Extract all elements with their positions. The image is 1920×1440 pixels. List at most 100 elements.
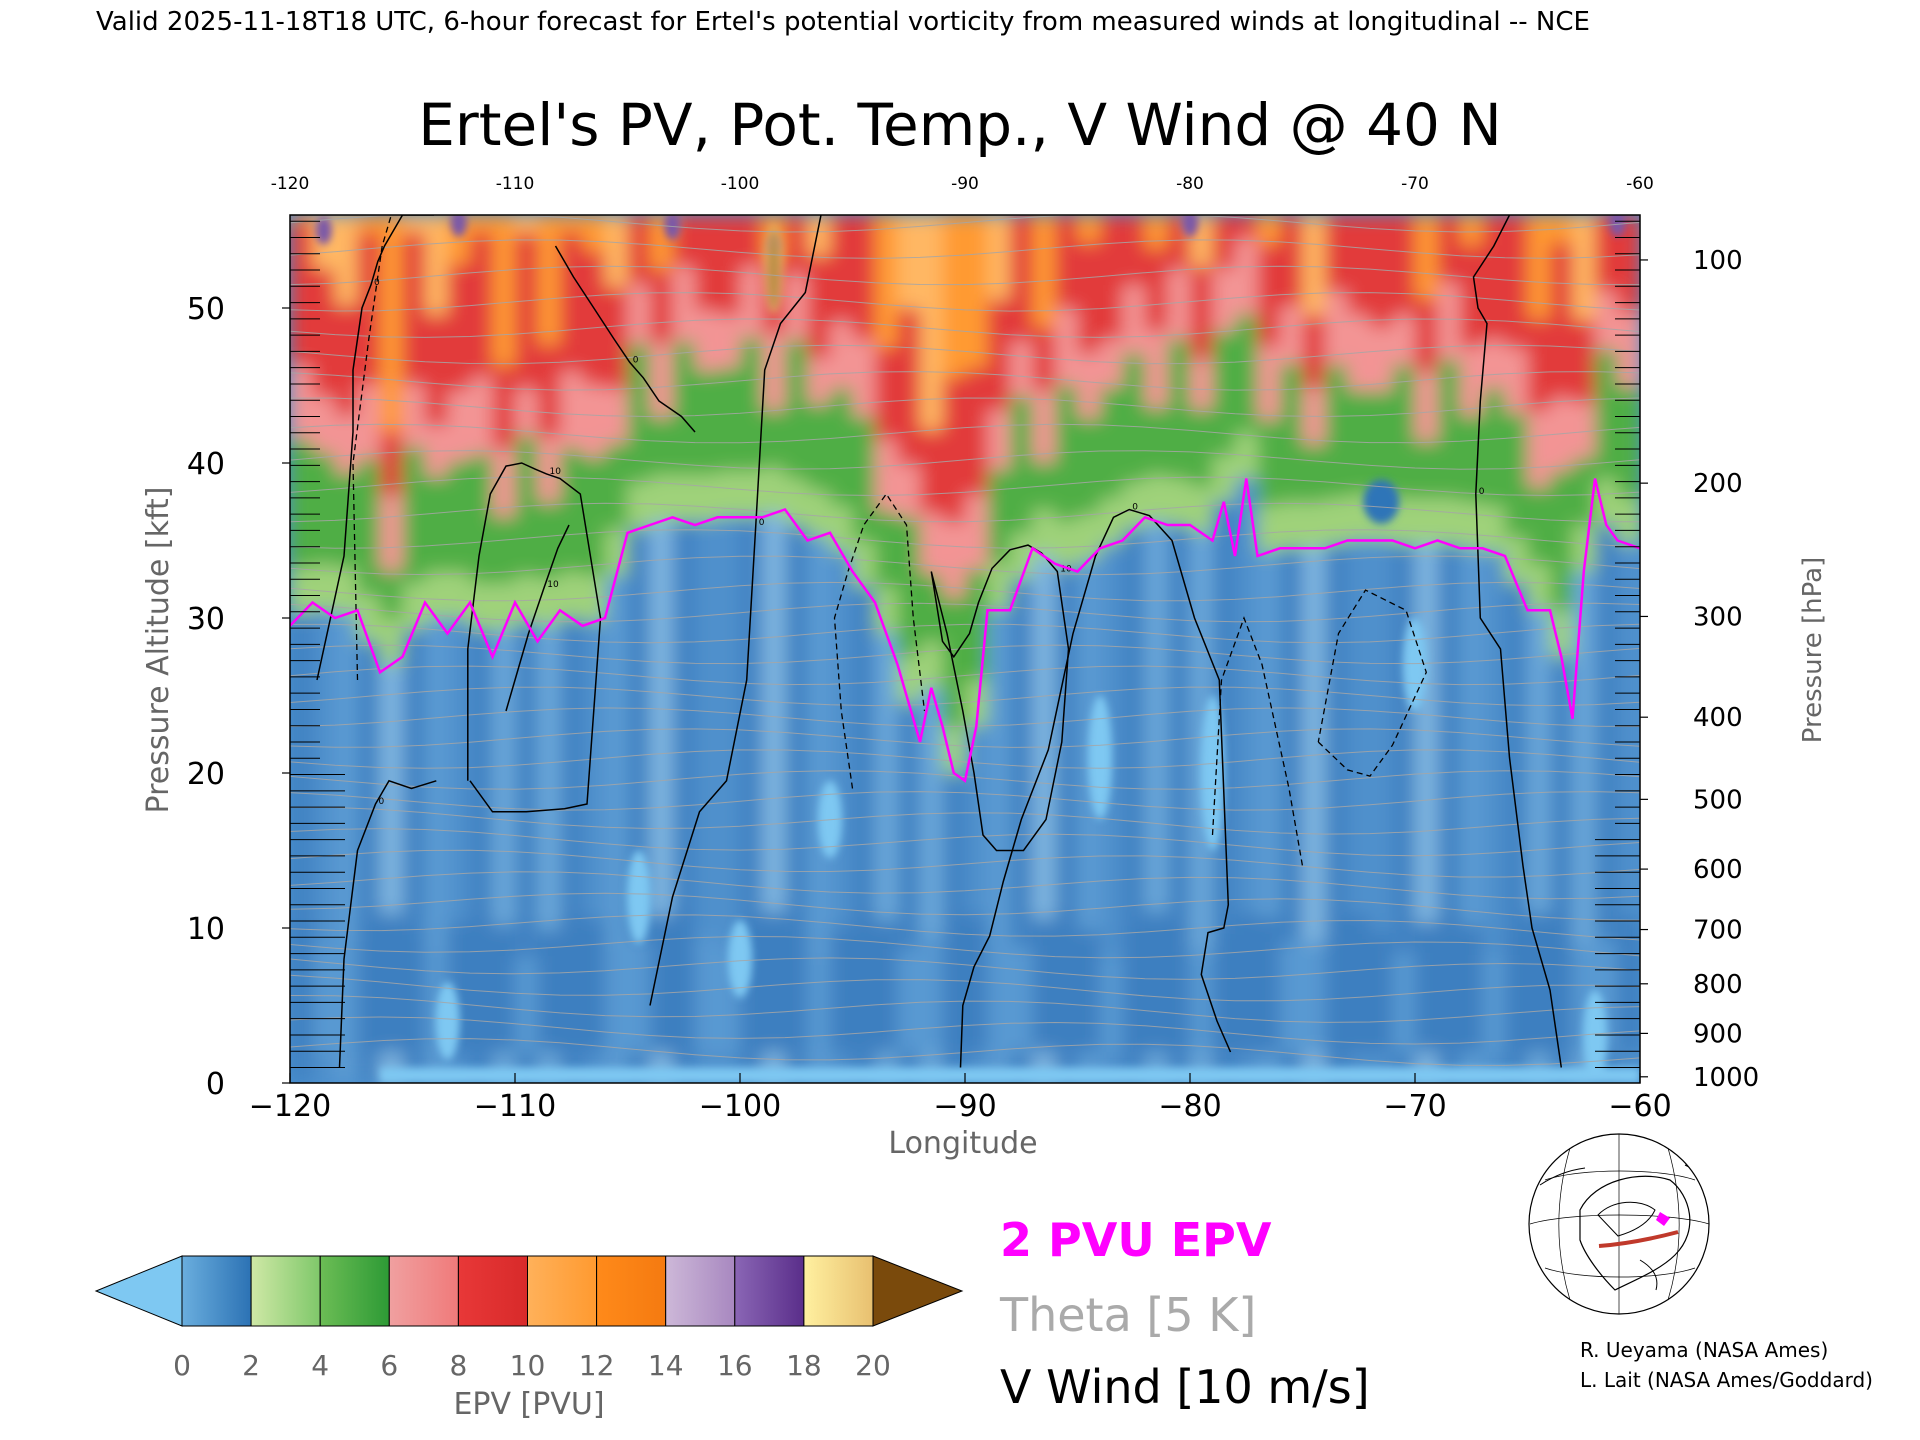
x-axis-label: Longitude	[888, 1126, 1037, 1161]
theta-contour	[290, 871, 1640, 900]
colorbar-tick-label: 4	[311, 1349, 329, 1382]
colorbar-bin	[319, 1255, 390, 1327]
y-axis-right: 100 200 300 400 500 600 700 800 900 1000	[1640, 246, 1759, 1093]
theta-contour	[290, 265, 1640, 286]
theta-contour	[290, 957, 1640, 980]
theta-contour	[290, 318, 1640, 338]
colorbar-over-arrow	[872, 1255, 964, 1327]
colorbar-tick-label: 8	[449, 1349, 467, 1382]
x-axis: −120 −110 −100 −90 −80 −70 −60	[249, 1073, 1672, 1124]
pressure-tick-label: 500	[1693, 785, 1743, 815]
y-axis-right-label: Pressure [hPa]	[1798, 557, 1828, 744]
colorbar-bin	[181, 1255, 252, 1327]
theta-contour	[290, 397, 1640, 418]
x-top-tick-label: -120	[271, 174, 310, 194]
theta-contour	[290, 791, 1640, 811]
v-wind-contour-label: 0	[374, 278, 380, 288]
v-wind-contour	[649, 215, 822, 1006]
theta-contour	[290, 892, 1640, 921]
v-wind-negative-contour	[1211, 616, 1304, 867]
theta-contour	[290, 344, 1640, 365]
v-wind-negative-contour	[1317, 589, 1427, 777]
legend-wind: V Wind [10 m/s]	[1000, 1360, 1370, 1414]
colorbar-tick-label: 2	[242, 1349, 260, 1382]
y-tick-label: 50	[187, 292, 225, 327]
x-tick-label: −70	[1383, 1089, 1446, 1124]
theta-contour	[290, 849, 1640, 878]
header-text: Valid 2025-11-18T18 UTC, 6-hour forecast…	[96, 7, 1590, 37]
colorbar-tick-label: 12	[579, 1349, 615, 1382]
colorbar-bin	[734, 1255, 805, 1327]
x-tick-label: −60	[1608, 1089, 1671, 1124]
v-wind-contour-label: 10	[550, 467, 562, 477]
pressure-tick-label: 700	[1693, 916, 1743, 946]
theta-contour	[290, 914, 1640, 941]
x-top-tick-label: -100	[721, 174, 760, 194]
theta-contour	[290, 292, 1640, 312]
theta-contour	[290, 686, 1640, 707]
theta-contour	[290, 828, 1640, 857]
v-wind-negative-contour	[352, 215, 392, 681]
theta-contour	[290, 371, 1640, 391]
x-axis-top: -120 -110 -100 -90 -80 -70 -60	[271, 174, 1654, 194]
theta-contour	[290, 1038, 1640, 1066]
theta-contour	[290, 215, 1640, 233]
v-wind-contour	[930, 544, 1070, 852]
pressure-tick-label: 200	[1693, 469, 1743, 499]
plot-area: 0 0 10 10 0 0 0 10 0	[290, 215, 1640, 1083]
theta-contour	[290, 529, 1640, 549]
theta-contour	[290, 450, 1640, 470]
y-tick-label: 20	[187, 757, 225, 792]
colorbar-tick-label: 14	[648, 1349, 684, 1382]
theta-contour	[290, 728, 1640, 748]
theta-contour	[290, 644, 1640, 665]
legend-epv: 2 PVU EPV	[1000, 1213, 1272, 1267]
v-wind-contour-label: 0	[759, 518, 765, 528]
colorbar-bin	[250, 1255, 321, 1327]
x-top-tick-label: -110	[496, 174, 535, 194]
colorbar: 0 2 4 6 8 10 12 14 16 18 20	[94, 1255, 964, 1382]
v-wind-contour	[554, 245, 696, 433]
theta-contour	[290, 974, 1640, 1002]
tropopause-2pvu-line	[290, 478, 1640, 783]
colorbar-bin	[596, 1255, 667, 1327]
pressure-tick-label: 100	[1693, 246, 1743, 276]
colorbar-bin	[665, 1255, 736, 1327]
x-tick-label: −110	[474, 1089, 556, 1124]
v-wind-contour-label: 0	[1479, 487, 1485, 497]
pressure-tick-label: 600	[1693, 855, 1743, 885]
chart-title: Ertel's PV, Pot. Temp., V Wind @ 40 N	[418, 91, 1501, 159]
theta-contour	[290, 665, 1640, 686]
y-axis-label: Pressure Altitude [kft]	[141, 487, 176, 814]
v-wind-contour-label: 10	[547, 580, 559, 590]
theta-contour	[290, 995, 1640, 1023]
legend-theta: Theta [5 K]	[999, 1288, 1256, 1342]
pressure-tick-label: 800	[1693, 970, 1743, 1000]
colorbar-under-arrow	[94, 1255, 183, 1327]
v-wind-contour-label: 0	[1132, 503, 1138, 513]
x-tick-label: −100	[699, 1089, 781, 1124]
v-wind-contour-label: 10	[1060, 565, 1072, 575]
colorbar-tick-label: 16	[717, 1349, 753, 1382]
colorbar-tick-label: 10	[510, 1349, 546, 1382]
y-tick-label: 30	[187, 602, 225, 637]
legend: 2 PVU EPV Theta [5 K] V Wind [10 m/s]	[999, 1213, 1370, 1414]
colorbar-tick-label: 18	[786, 1349, 822, 1382]
x-top-tick-label: -70	[1401, 174, 1429, 194]
theta-contour	[290, 502, 1640, 523]
theta-contour	[290, 602, 1640, 623]
theta-contour	[290, 806, 1640, 835]
v-wind-contour	[505, 524, 570, 712]
pressure-tick-label: 400	[1693, 703, 1743, 733]
pressure-tick-label: 300	[1693, 602, 1743, 632]
colorbar-tick-label: 6	[380, 1349, 398, 1382]
theta-contour	[290, 555, 1640, 576]
pressure-tick-label: 900	[1693, 1019, 1743, 1049]
theta-contour	[290, 935, 1640, 959]
colorbar-bin	[388, 1255, 459, 1327]
y-tick-label: 0	[206, 1067, 225, 1102]
v-wind-contour	[959, 508, 1232, 1068]
theta-contour	[290, 476, 1640, 497]
credit-line-1: R. Ueyama (NASA Ames)	[1580, 1338, 1828, 1362]
